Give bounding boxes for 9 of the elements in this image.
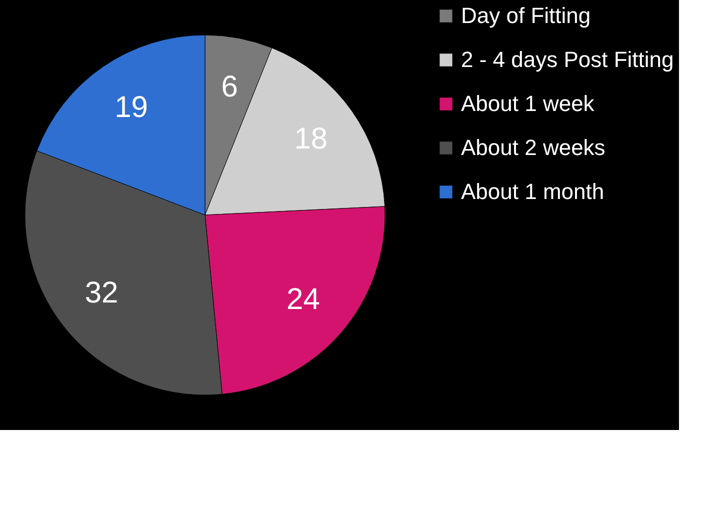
legend-label: About 1 month: [461, 179, 604, 204]
data-label: 19: [114, 90, 148, 124]
legend-label: About 2 weeks: [461, 135, 606, 160]
legend-label: Day of Fitting: [461, 3, 591, 28]
data-label: 6: [221, 70, 238, 104]
data-label: 32: [84, 276, 118, 310]
legend-label: 2 - 4 days Post Fitting: [461, 47, 674, 72]
legend-label: About 1 week: [461, 91, 596, 116]
data-label: 24: [286, 283, 320, 316]
